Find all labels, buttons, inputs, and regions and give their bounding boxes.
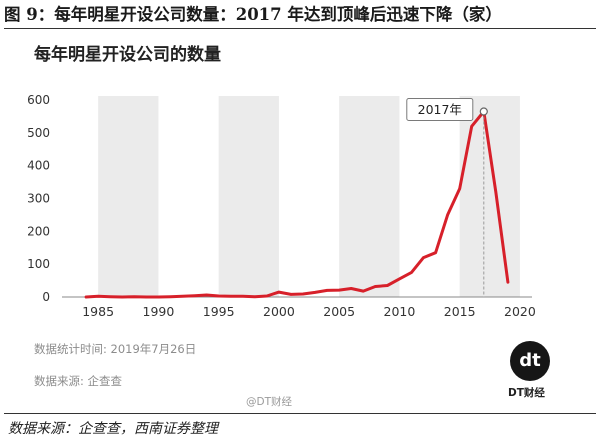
x-tick-labels: 1985 1990 1995 2000 2005 2010 2015 2020 bbox=[82, 304, 536, 319]
dt-logo: dt bbox=[510, 341, 550, 381]
peak-callout-box bbox=[406, 97, 474, 121]
data-point bbox=[374, 285, 377, 288]
peak-annotation: 2017年 bbox=[406, 97, 488, 297]
data-point bbox=[205, 293, 208, 297]
x-tick-label: 1995 bbox=[203, 304, 235, 319]
data-point bbox=[181, 295, 184, 298]
data-point bbox=[96, 295, 100, 298]
data-point bbox=[434, 251, 437, 254]
y-tick-label: 400 bbox=[27, 159, 50, 173]
x-tick-label: 2015 bbox=[444, 304, 476, 319]
y-tick-label: 0 bbox=[42, 290, 50, 304]
data-point bbox=[494, 190, 498, 194]
data-point bbox=[362, 289, 365, 293]
peak-callout-label: 2017年 bbox=[418, 102, 462, 117]
y-tick-label: 200 bbox=[27, 224, 50, 238]
data-point bbox=[157, 295, 160, 299]
data-point bbox=[422, 256, 425, 259]
x-tick-label: 1985 bbox=[82, 304, 114, 319]
x-tick-label: 2020 bbox=[504, 304, 536, 319]
chart-title: 每年明星开设公司的数量 bbox=[34, 45, 221, 65]
data-point bbox=[193, 294, 196, 297]
dt-brand-name: DT财经 bbox=[508, 387, 545, 399]
chart-data-source: 数据来源: 企查查 bbox=[34, 374, 123, 388]
source-note: 数据来源：企查查，西南证券整理 bbox=[8, 421, 218, 437]
data-point bbox=[121, 295, 124, 299]
data-point bbox=[145, 295, 148, 299]
data-point bbox=[217, 294, 220, 298]
data-point bbox=[169, 295, 172, 298]
y-tick-labels: 0 100 200 300 400 500 600 bbox=[27, 93, 50, 304]
data-point bbox=[109, 295, 112, 298]
source-rule bbox=[4, 413, 596, 414]
data-point bbox=[350, 287, 353, 290]
y-tick-label: 600 bbox=[27, 93, 50, 107]
dt-logo-mark: dt bbox=[519, 350, 541, 371]
data-point bbox=[84, 295, 88, 299]
weibo-handle: @DT财经 bbox=[246, 396, 292, 408]
data-point bbox=[337, 288, 341, 292]
shaded-bands bbox=[98, 96, 520, 297]
shaded-band-4 bbox=[459, 96, 520, 297]
data-point bbox=[446, 213, 449, 217]
figure-caption: 图 9：每年明星开设公司数量：2017 年达到顶峰后迅速下降（家） bbox=[4, 5, 502, 24]
x-tick-label: 2000 bbox=[263, 304, 295, 319]
data-point bbox=[133, 295, 136, 298]
shaded-band-3 bbox=[339, 96, 400, 297]
y-tick-label: 300 bbox=[27, 192, 50, 206]
x-tick-label: 1990 bbox=[143, 304, 175, 319]
x-tick-label: 2005 bbox=[323, 304, 355, 319]
shaded-band-2 bbox=[218, 96, 279, 297]
peak-marker bbox=[479, 107, 488, 116]
data-point bbox=[265, 294, 269, 298]
data-point bbox=[410, 271, 413, 274]
y-tick-label: 100 bbox=[27, 257, 50, 271]
data-point bbox=[506, 281, 510, 284]
data-point bbox=[386, 284, 389, 287]
series-line bbox=[84, 110, 510, 299]
data-point bbox=[398, 277, 401, 281]
data-point bbox=[458, 187, 461, 190]
x-tick-label: 2010 bbox=[384, 304, 416, 319]
data-point bbox=[229, 295, 232, 298]
data-point bbox=[289, 293, 293, 296]
data-point bbox=[313, 291, 317, 294]
stats-time: 数据统计时间: 2019年7月26日 bbox=[34, 342, 197, 356]
caption-rule bbox=[4, 28, 596, 29]
series-layer bbox=[84, 110, 510, 299]
y-tick-label: 500 bbox=[27, 126, 50, 140]
data-point bbox=[253, 295, 257, 298]
data-point bbox=[301, 292, 305, 296]
data-point bbox=[277, 290, 281, 294]
data-point bbox=[241, 295, 244, 298]
shaded-band-1 bbox=[98, 96, 159, 297]
data-point bbox=[470, 125, 473, 128]
data-point bbox=[325, 289, 329, 292]
